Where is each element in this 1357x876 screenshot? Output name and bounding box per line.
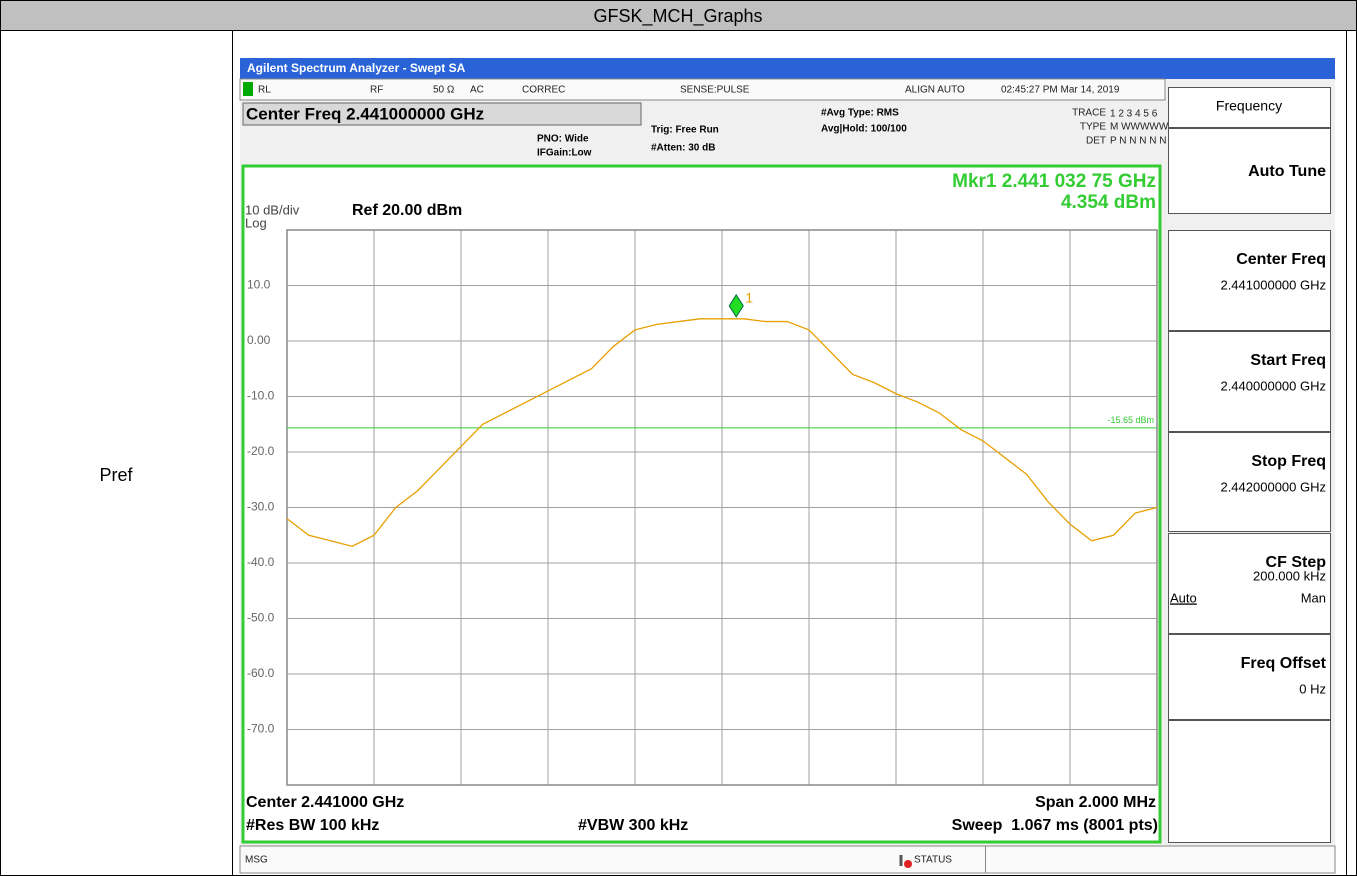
softkey-value: 200.000 kHz [1253,568,1326,583]
softkey[interactable] [1168,331,1331,432]
det-label: DET [1086,136,1106,147]
y-tick-label: -10.0 [247,389,275,403]
title-bar [240,58,1335,79]
softkey[interactable] [1168,128,1331,214]
softkey[interactable] [1168,720,1331,843]
pno: PNO: Wide [537,134,589,145]
status-item: SENSE:PULSE [680,85,750,96]
softkey-value: 2.441000000 GHz [1220,277,1326,292]
softkey-option: Man [1301,590,1326,605]
atten: #Atten: 30 dB [651,143,715,154]
log: Log [245,215,267,230]
sweep: Sweep 1.067 ms (8001 pts) [952,817,1158,834]
y-tick-label: -70.0 [247,722,275,736]
row-label: Pref [99,465,133,485]
scale: 10 dB/div [245,202,300,217]
status-item: RF [370,85,383,96]
type-label: TYPE [1080,122,1106,133]
type-vals: M WWWWW [1110,122,1169,133]
status-icon [243,82,253,96]
y-tick-label: -20.0 [247,444,275,458]
y-tick-label: -60.0 [247,666,275,680]
header-title: GFSK_MCH_Graphs [593,6,762,27]
softkey-label: Start Freq [1250,352,1326,369]
y-tick-label: 10.0 [247,278,271,292]
header-row [0,0,1357,31]
softkeys: Auto Tune Center Freq 2.441000000 GHz Start… [1168,128,1331,843]
msg: MSG [245,855,268,866]
softkey-label: Auto Tune [1248,163,1326,180]
status-item: 50 Ω [433,85,455,96]
status-item: AC [470,85,484,96]
center-freq-box [242,102,642,126]
softkey-title-box [1168,87,1331,128]
softkey-title: Frequency [1216,98,1282,114]
avg-hold: Avg|Hold: 100/100 [821,124,907,135]
marker [728,293,744,318]
trace-nums: 1 2 3 4 5 6 [1110,109,1158,120]
status-item: RL [258,85,271,96]
status-item: ALIGN AUTO [905,85,965,96]
ifgain: IFGain:Low [537,148,592,159]
y-tick-label: -50.0 [247,611,275,625]
y-tick-label: -30.0 [247,500,275,514]
marker-freq: Mkr1 2.441 032 75 GHz [952,171,1156,192]
softkey[interactable] [1168,533,1331,634]
softkey-value: 2.440000000 GHz [1220,378,1326,393]
rbw: #Res BW 100 kHz [246,817,379,834]
status-icon [904,860,912,868]
window-title: Agilent Spectrum Analyzer - Swept SA [247,61,466,75]
center: Center 2.441000 GHz [246,794,404,811]
span: Span 2.000 MHz [1035,794,1156,811]
softkey-label: CF Step [1266,554,1327,571]
softkey-value: 0 Hz [1299,681,1326,696]
softkey[interactable] [1168,432,1331,532]
softkey-label: Center Freq [1236,251,1326,268]
softkey-label: Stop Freq [1251,453,1326,470]
ref-level: Ref 20.00 dBm [352,202,462,219]
trace-label: TRACE [1072,108,1106,119]
vbw: #VBW 300 kHz [578,817,688,834]
softkey[interactable] [1168,634,1331,720]
det-vals: P N N N N N [1110,136,1167,147]
center-freq: Center Freq 2.441000000 GHz [246,104,484,123]
marker-value: 4.354 dBm [1061,192,1156,213]
graph-frame [241,164,1162,844]
plot: 10.0 0.00 -10.0 -20.0 -30.0 -40.0 -50.0 -60.0 -7… [247,229,1158,786]
trig: Trig: Free Run [651,125,719,136]
status-row [239,78,1166,101]
status-item: 02:45:27 PM Mar 14, 2019 [1001,85,1120,96]
softkey-value: 2.442000000 GHz [1220,479,1326,494]
marker-name: 1 [745,290,753,306]
display-line-label: -15.65 dBm [1107,415,1154,425]
status-item: CORREC [522,85,565,96]
softkey-label: Freq Offset [1241,655,1327,672]
trace [286,318,1158,548]
status: STATUS [914,855,952,866]
softkey[interactable] [1168,230,1331,331]
y-tick-label: 0.00 [247,333,271,347]
message-bar [239,845,1336,874]
avg-type: #Avg Type: RMS [821,108,899,119]
softkey-option: Auto [1170,590,1197,605]
y-tick-label: -40.0 [247,555,275,569]
